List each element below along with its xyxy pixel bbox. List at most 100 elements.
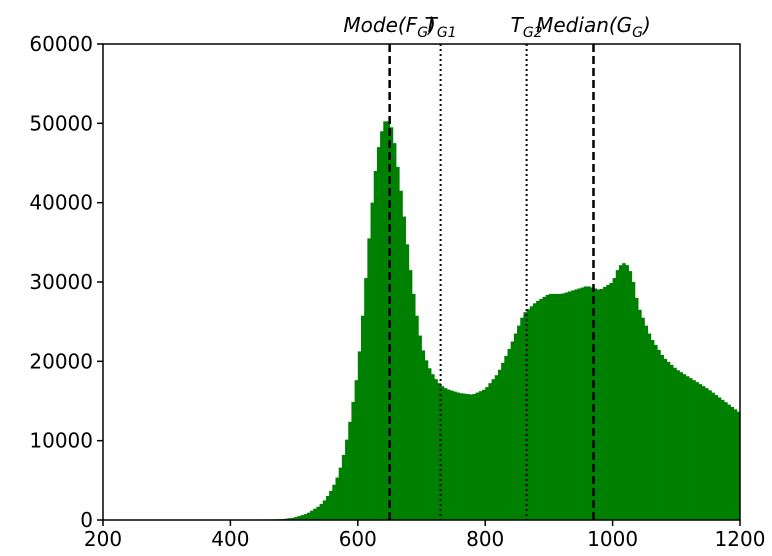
histogram-bar bbox=[717, 397, 722, 520]
reference-line-label: Mode(FG) bbox=[343, 13, 435, 41]
histogram-bar bbox=[402, 216, 406, 521]
histogram-bar bbox=[542, 296, 547, 520]
histogram-bar bbox=[453, 391, 457, 520]
histogram-bar bbox=[319, 503, 324, 520]
histogram-bar bbox=[641, 317, 645, 520]
histogram-bar bbox=[462, 393, 467, 520]
histogram-bar bbox=[373, 170, 378, 520]
histogram-bar bbox=[446, 389, 451, 520]
x-tick-label: 1200 bbox=[715, 527, 766, 551]
x-tick-label: 1000 bbox=[587, 527, 638, 551]
histogram-bar bbox=[469, 394, 473, 520]
histogram-bar bbox=[367, 238, 371, 520]
histogram-bar bbox=[609, 282, 613, 520]
histogram-bar bbox=[421, 350, 426, 520]
x-tick-label: 200 bbox=[84, 527, 122, 551]
histogram-bar bbox=[596, 289, 601, 520]
histogram-bar bbox=[682, 374, 687, 520]
reference-line-label: Median(GG) bbox=[536, 13, 651, 41]
reference-line-label: TG2 bbox=[511, 13, 543, 41]
histogram-bar bbox=[325, 496, 330, 520]
x-tick-label: 800 bbox=[466, 527, 504, 551]
histogram-bar bbox=[650, 340, 655, 520]
histogram-bars bbox=[230, 121, 741, 521]
y-tick-label: 40000 bbox=[29, 191, 93, 215]
y-tick-label: 50000 bbox=[29, 111, 93, 135]
histogram-bar bbox=[577, 288, 582, 520]
histogram-bar bbox=[603, 286, 607, 520]
histogram-bar bbox=[590, 287, 594, 520]
histogram-bar bbox=[517, 325, 521, 520]
histogram-bar bbox=[526, 309, 531, 520]
reference-line-label: TG1 bbox=[425, 13, 457, 41]
histogram-bar bbox=[654, 344, 658, 520]
histogram-bar bbox=[704, 388, 709, 520]
histogram-bar bbox=[638, 309, 642, 520]
histogram-bar bbox=[692, 380, 696, 520]
histogram-bar bbox=[558, 293, 563, 520]
histogram-bar bbox=[504, 355, 508, 520]
histogram-bar bbox=[475, 392, 480, 520]
histogram-bar bbox=[689, 378, 693, 520]
histogram-bar bbox=[370, 202, 375, 520]
histogram-bar bbox=[669, 364, 674, 520]
histogram-bar bbox=[606, 284, 610, 520]
y-tick-label: 60000 bbox=[29, 32, 93, 56]
histogram-bar bbox=[593, 288, 598, 520]
histogram-bar bbox=[520, 317, 524, 520]
histogram-bar bbox=[383, 121, 387, 520]
histogram-bar bbox=[561, 293, 566, 520]
histogram-bar bbox=[673, 367, 677, 520]
histogram-bar bbox=[548, 293, 553, 520]
histogram-bar bbox=[510, 341, 515, 520]
histogram-bar bbox=[628, 271, 633, 520]
histogram-bar bbox=[612, 278, 617, 520]
histogram-bar bbox=[338, 467, 343, 520]
histogram-bar bbox=[733, 409, 738, 520]
histogram-bar bbox=[676, 370, 680, 520]
histogram-bar bbox=[730, 406, 735, 520]
histogram-bar bbox=[329, 490, 333, 520]
histogram-bar bbox=[564, 292, 569, 520]
histogram-bar bbox=[574, 289, 578, 520]
histogram-bar bbox=[523, 312, 528, 520]
histogram-bar bbox=[663, 358, 668, 520]
histogram-bar bbox=[647, 333, 652, 520]
histogram-bar bbox=[440, 386, 445, 520]
histogram-bar bbox=[736, 411, 741, 520]
histogram-bar bbox=[625, 265, 629, 520]
y-tick-label: 30000 bbox=[29, 270, 93, 294]
histogram-bar bbox=[478, 391, 483, 520]
histogram-bar bbox=[418, 335, 422, 520]
histogram-bar bbox=[539, 298, 543, 520]
histogram-bar bbox=[727, 404, 731, 520]
histogram-bar bbox=[618, 265, 623, 520]
x-tick-label: 400 bbox=[211, 527, 249, 551]
histogram-bar bbox=[351, 401, 356, 520]
histogram-bar bbox=[698, 384, 703, 520]
histogram-bar bbox=[599, 288, 604, 520]
x-tick-label: 600 bbox=[339, 527, 377, 551]
histogram-bar bbox=[345, 439, 349, 520]
histogram-bar bbox=[322, 500, 327, 520]
histogram-bar bbox=[545, 294, 550, 520]
histogram-bar bbox=[459, 393, 464, 520]
histogram-bar bbox=[587, 286, 591, 520]
histogram-bar bbox=[634, 297, 639, 520]
histogram-bar bbox=[364, 278, 368, 520]
histogram-bar bbox=[380, 131, 384, 520]
histogram-bar bbox=[507, 348, 512, 520]
histogram-bar bbox=[313, 508, 317, 520]
histogram-bar bbox=[300, 515, 305, 520]
histogram-bar bbox=[354, 380, 359, 520]
histogram-bar bbox=[405, 244, 410, 521]
histogram-bar bbox=[615, 270, 620, 520]
x-axis: 200 400 600 800 1000 1200 bbox=[84, 520, 766, 551]
y-tick-label: 10000 bbox=[29, 429, 93, 453]
histogram-bar bbox=[306, 512, 311, 520]
histogram-bar bbox=[631, 282, 636, 520]
histogram-bar bbox=[532, 303, 537, 520]
histogram-bar bbox=[536, 300, 540, 520]
